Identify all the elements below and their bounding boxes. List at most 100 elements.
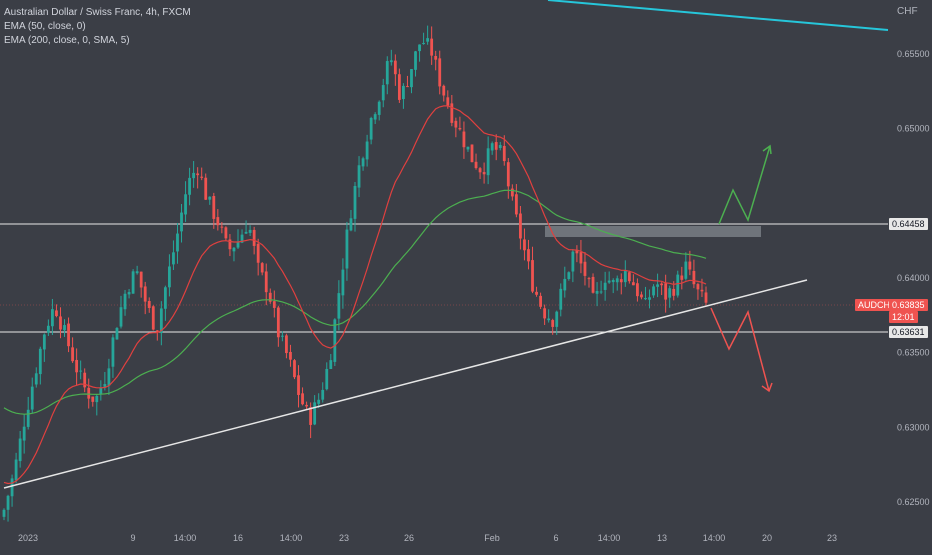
bearish-candle bbox=[660, 283, 664, 286]
bullish-candle bbox=[313, 402, 317, 425]
bullish-candle bbox=[563, 278, 567, 291]
bullish-candle bbox=[22, 426, 26, 441]
bearish-candle bbox=[59, 316, 62, 330]
bullish-candle bbox=[365, 141, 369, 160]
bullish-candle bbox=[99, 388, 103, 395]
bearish-candle bbox=[406, 86, 409, 88]
bullish-candle bbox=[325, 368, 329, 390]
bullish-candle bbox=[555, 311, 559, 327]
bullish-candle bbox=[329, 360, 333, 370]
bearish-candle bbox=[430, 38, 434, 56]
bearish-candle bbox=[680, 275, 684, 280]
bullish-candle bbox=[79, 370, 83, 372]
bullish-candle bbox=[559, 288, 563, 310]
bearish-candle bbox=[305, 404, 308, 407]
bullish-candle bbox=[51, 309, 54, 327]
bearish-candle bbox=[636, 283, 639, 297]
bearish-candle bbox=[631, 282, 635, 286]
bearish-candle bbox=[297, 375, 300, 395]
bearish-candle bbox=[535, 291, 538, 295]
bearish-candle bbox=[438, 58, 442, 87]
time-tick-label: 16 bbox=[233, 533, 243, 543]
bullish-candle bbox=[414, 51, 417, 70]
price-tick-label: 0.62500 bbox=[897, 497, 930, 507]
bullish-candle bbox=[648, 297, 651, 300]
bearish-candle bbox=[252, 229, 256, 246]
bullish-candle bbox=[595, 291, 599, 294]
currency-label: CHF bbox=[897, 6, 918, 17]
bullish-candle bbox=[236, 241, 240, 248]
bullish-candle bbox=[208, 196, 212, 200]
price-tick-label: 0.65000 bbox=[897, 124, 930, 134]
bullish-candle bbox=[349, 218, 353, 231]
bullish-candle bbox=[498, 145, 502, 149]
bullish-arrow-head bbox=[762, 144, 772, 155]
bullish-candle bbox=[30, 386, 34, 410]
bearish-candle bbox=[301, 393, 304, 405]
bullish-candle bbox=[14, 459, 18, 481]
bullish-candle bbox=[603, 282, 607, 290]
bearish-candle bbox=[470, 144, 474, 163]
ema50-line bbox=[3, 105, 707, 485]
bearish-candle bbox=[502, 145, 506, 162]
bearish-candle bbox=[523, 239, 526, 251]
time-tick-label: 13 bbox=[657, 533, 667, 543]
bullish-candle bbox=[410, 69, 413, 88]
bullish-candle bbox=[119, 307, 123, 327]
bearish-candle bbox=[293, 360, 296, 378]
bearish-candle bbox=[204, 177, 208, 200]
bullish-candle bbox=[361, 158, 365, 167]
bullish-candle bbox=[668, 288, 672, 298]
bearish-candle bbox=[688, 261, 692, 270]
bearish-candle bbox=[531, 260, 534, 292]
bearish-candle bbox=[454, 120, 458, 128]
bullish-candle bbox=[240, 234, 244, 243]
bullish-candle bbox=[159, 308, 163, 334]
bullish-candle bbox=[615, 278, 619, 283]
bullish-candle bbox=[377, 101, 381, 115]
bullish-candle bbox=[571, 251, 575, 272]
bearish-candle bbox=[579, 252, 583, 264]
bearish-candle bbox=[591, 276, 595, 293]
bullish-candle bbox=[38, 348, 42, 375]
bullish-candle bbox=[244, 231, 248, 234]
bullish-candle bbox=[127, 292, 131, 295]
bullish-candle bbox=[341, 269, 345, 296]
bullish-candle bbox=[163, 287, 167, 309]
support-price-badge: 0.63631 bbox=[889, 326, 928, 338]
cyan-trendline bbox=[547, 0, 889, 31]
bullish-candle bbox=[623, 270, 627, 283]
bullish-candle bbox=[381, 85, 385, 101]
time-tick-label: 23 bbox=[827, 533, 837, 543]
bullish-candle bbox=[599, 291, 603, 293]
bullish-candle bbox=[656, 284, 659, 287]
bearish-candle bbox=[224, 227, 228, 239]
countdown-badge: 12:01 bbox=[889, 311, 918, 323]
bullish-candle bbox=[547, 318, 551, 321]
bearish-candle bbox=[551, 320, 555, 327]
bearish-candle bbox=[220, 226, 224, 228]
bullish-candle bbox=[10, 478, 14, 497]
bullish-candle bbox=[103, 384, 107, 387]
bearish-candle bbox=[640, 294, 643, 298]
bearish-candle bbox=[583, 261, 587, 276]
bearish-projection-arrow bbox=[710, 307, 770, 392]
bearish-candle bbox=[696, 284, 700, 290]
bullish-candle bbox=[353, 185, 357, 219]
bullish-candle bbox=[176, 233, 179, 252]
bearish-candle bbox=[264, 271, 268, 293]
time-tick-label: 14:00 bbox=[280, 533, 303, 543]
bullish-candle bbox=[107, 368, 111, 386]
bullish-candle bbox=[168, 266, 171, 288]
price-tick-label: 0.65500 bbox=[897, 49, 930, 59]
bearish-candle bbox=[510, 188, 514, 197]
chart-legend: Australian Dollar / Swiss Franc, 4h, FXC… bbox=[4, 6, 191, 48]
bearish-candle bbox=[446, 97, 450, 106]
bearish-candle bbox=[256, 243, 260, 263]
bullish-candle bbox=[63, 325, 66, 331]
bearish-candle bbox=[260, 263, 264, 273]
bearish-candle bbox=[482, 172, 486, 175]
bullish-candle bbox=[385, 61, 389, 85]
